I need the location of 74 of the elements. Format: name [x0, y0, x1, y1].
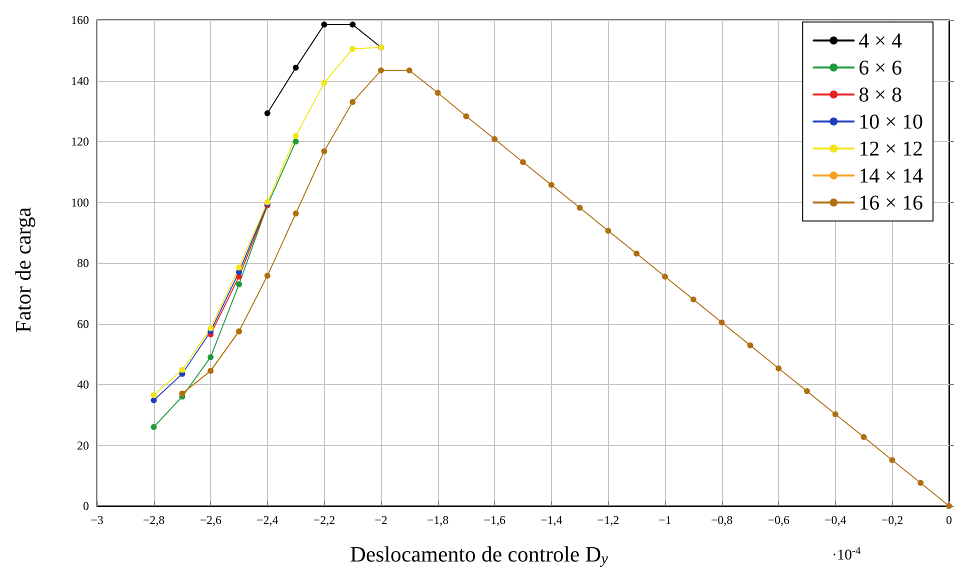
- x-tick-label: −2,4: [256, 513, 278, 527]
- point: [208, 354, 214, 360]
- point: [918, 480, 924, 486]
- point: [634, 250, 640, 257]
- x-tick-label: −0,8: [710, 513, 733, 527]
- point: [292, 210, 299, 216]
- x-tick-label: 0: [946, 513, 952, 527]
- point: [662, 274, 668, 280]
- legend-label: 8 × 8: [858, 82, 902, 106]
- point: [350, 99, 356, 106]
- legend-label: 6 × 6: [858, 56, 902, 80]
- point: [690, 296, 696, 302]
- legend-label: 14 × 14: [858, 164, 924, 188]
- point: [548, 182, 554, 188]
- point: [321, 148, 328, 154]
- x-tick-label: −0,2: [881, 513, 904, 527]
- point: [860, 434, 867, 440]
- point: [150, 397, 157, 404]
- point: [492, 136, 498, 142]
- point: [804, 388, 810, 394]
- x-tick-label: −1,6: [484, 513, 506, 527]
- legend-label: 16 × 16: [858, 190, 923, 214]
- x-tick-label: −1,4: [540, 513, 562, 527]
- point: [946, 503, 952, 509]
- x-tick-label: −3: [90, 513, 104, 527]
- legend-label: 4 × 4: [858, 28, 902, 52]
- x-tick-label: −2,6: [200, 513, 222, 527]
- point: [321, 22, 328, 28]
- point: [150, 424, 157, 430]
- point: [292, 138, 299, 144]
- point: [747, 342, 754, 348]
- point: [179, 366, 186, 373]
- y-tick-label: 20: [77, 438, 89, 452]
- x-tick-label: −0,4: [824, 513, 846, 527]
- point: [378, 67, 384, 74]
- x-tick-label: −1,8: [426, 513, 449, 527]
- point: [292, 64, 299, 71]
- y-tick-label: 60: [77, 316, 89, 331]
- point: [520, 159, 526, 166]
- x-tick-label: −0,6: [768, 513, 790, 527]
- point: [889, 457, 896, 464]
- point: [264, 272, 270, 279]
- x-tick-label: −1: [658, 513, 672, 527]
- point: [434, 90, 441, 96]
- point: [292, 133, 299, 140]
- y-tick-label: 100: [71, 195, 89, 210]
- y-axis-title: Fator de carga: [10, 207, 36, 333]
- point: [605, 228, 612, 234]
- y-tick-label: 120: [71, 134, 89, 148]
- y-tick-label: 140: [71, 74, 89, 88]
- point: [576, 204, 583, 211]
- legend-label: 12 × 12: [858, 136, 923, 160]
- point: [236, 281, 242, 288]
- point: [832, 411, 838, 418]
- point: [208, 325, 214, 332]
- y-tick-label: 40: [77, 378, 89, 392]
- point: [718, 320, 725, 326]
- x-tick-label: −2,8: [142, 513, 165, 527]
- point: [406, 67, 412, 74]
- y-tick-label: 160: [71, 13, 89, 27]
- point: [463, 113, 470, 120]
- y-tick-label: 0: [83, 499, 89, 513]
- legend-label: 10 × 10: [858, 110, 923, 134]
- x-tick-label: −2,2: [313, 513, 336, 527]
- x-tick-label: −2: [374, 513, 388, 527]
- point: [150, 392, 157, 398]
- point: [350, 46, 356, 52]
- point: [776, 365, 782, 372]
- y-tick-label: 80: [77, 256, 89, 270]
- point: [350, 22, 356, 28]
- point: [321, 80, 328, 86]
- point: [236, 264, 242, 271]
- x-tick-label: −1,2: [597, 513, 620, 527]
- point: [264, 110, 270, 116]
